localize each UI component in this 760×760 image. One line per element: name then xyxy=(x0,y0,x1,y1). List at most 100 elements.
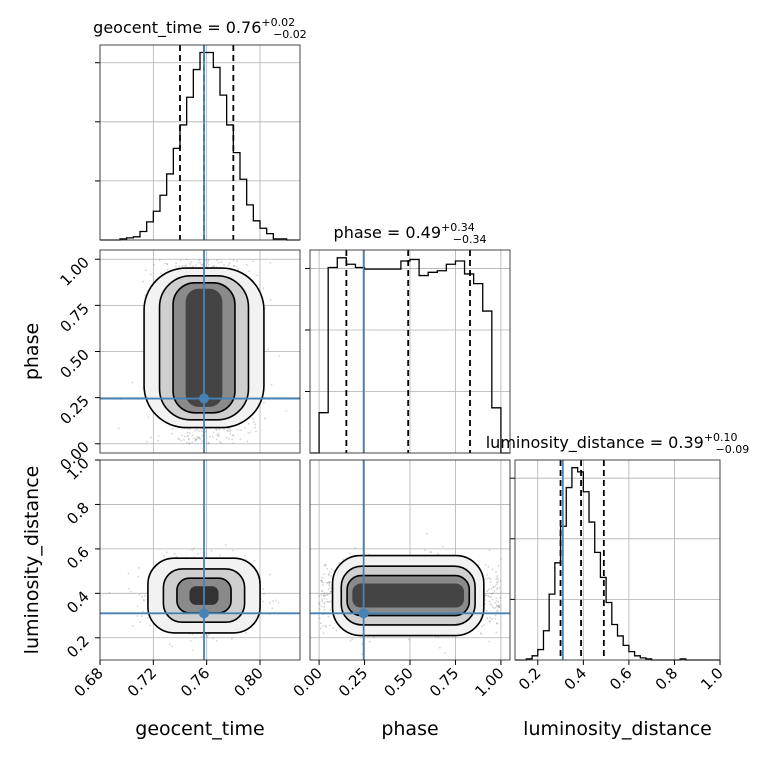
scatter-point xyxy=(131,624,134,627)
scatter-point xyxy=(231,438,233,441)
scatter-point xyxy=(328,600,331,603)
scatter-point xyxy=(349,639,352,642)
scatter-point xyxy=(225,436,228,439)
scatter-point xyxy=(424,549,426,551)
scatter-point xyxy=(233,264,236,267)
scatter-point xyxy=(497,564,500,567)
scatter-point xyxy=(443,652,446,654)
truth-marker xyxy=(199,393,209,404)
scatter-point xyxy=(217,261,220,264)
scatter-point xyxy=(212,431,215,434)
scatter-point xyxy=(494,585,497,588)
scatter-point xyxy=(328,581,331,583)
scatter-point xyxy=(153,263,155,266)
scatter-point xyxy=(219,554,222,556)
scatter-point xyxy=(324,624,327,627)
scatter-point xyxy=(480,625,483,627)
scatter-point xyxy=(322,581,325,584)
scatter-point xyxy=(138,621,141,623)
panel-content xyxy=(100,250,300,453)
scatter-point xyxy=(495,604,498,607)
scatter-point xyxy=(215,438,218,441)
scatter-point xyxy=(246,440,249,443)
scatter-point xyxy=(143,598,145,601)
scatter-point xyxy=(229,427,232,430)
scatter-point xyxy=(186,435,188,438)
scatter-point xyxy=(274,599,277,602)
scatter-point xyxy=(232,442,235,445)
scatter-point xyxy=(184,265,187,268)
hist-panel-phase: phase = 0.49+0.34 −0.34 xyxy=(305,221,511,454)
scatter-point xyxy=(495,578,498,581)
scatter-point xyxy=(494,617,497,620)
scatter-point xyxy=(254,426,256,429)
scatter-point xyxy=(321,590,323,593)
scatter-point xyxy=(220,261,223,264)
scatter-point xyxy=(354,547,357,550)
scatter-point xyxy=(499,558,502,560)
scatter-point xyxy=(181,264,184,267)
scatter-point xyxy=(496,609,499,612)
scatter-point xyxy=(245,631,247,634)
scatter-point xyxy=(487,565,490,568)
scatter-point xyxy=(191,434,194,437)
scatter-point xyxy=(323,564,326,567)
x-tick-label: 0.68 xyxy=(70,664,106,700)
scatter-point xyxy=(137,575,140,578)
scatter-point xyxy=(136,615,139,617)
scatter-point xyxy=(323,594,326,597)
scatter-point xyxy=(171,427,174,430)
scatter-point xyxy=(499,580,502,582)
scatter-point xyxy=(278,355,281,358)
scatter-point xyxy=(335,629,338,632)
scatter-point xyxy=(201,264,203,266)
scatter-point xyxy=(360,643,363,645)
scatter-point xyxy=(496,605,499,607)
truth-marker xyxy=(358,608,369,619)
scatter-point xyxy=(332,627,335,629)
scatter-point xyxy=(323,605,326,608)
scatter-point xyxy=(323,592,326,595)
scatter-point xyxy=(330,600,332,603)
scatter-point xyxy=(351,638,354,641)
scatter-point xyxy=(324,594,327,597)
scatter-point xyxy=(183,438,185,441)
scatter-point xyxy=(140,615,143,617)
scatter-point xyxy=(498,605,500,608)
scatter-point xyxy=(328,571,331,574)
x-axis-label: geocent_time xyxy=(135,718,264,740)
scatter-point xyxy=(201,440,204,443)
scatter-point xyxy=(187,434,190,437)
scatter-point xyxy=(491,605,494,608)
scatter-point xyxy=(207,261,209,264)
scatter-point xyxy=(159,272,162,274)
scatter-point xyxy=(322,632,325,635)
scatter-point xyxy=(322,592,325,595)
density-level-3 xyxy=(352,583,465,608)
scatter-point xyxy=(323,594,326,596)
scatter-point xyxy=(206,636,209,638)
panel-content xyxy=(310,460,510,660)
scatter-point xyxy=(495,631,498,634)
scatter-point xyxy=(320,579,323,582)
scatter-point xyxy=(368,640,371,643)
scatter-point xyxy=(236,260,239,263)
scatter-point xyxy=(324,563,327,566)
scatter-point xyxy=(196,437,199,439)
y-tick-label: 0.75 xyxy=(56,299,92,335)
scatter-point xyxy=(175,555,178,558)
scatter-point xyxy=(267,348,269,351)
x-axis-label: phase xyxy=(381,718,438,740)
scatter-point xyxy=(175,262,178,265)
x-tick-label: 0.2 xyxy=(515,664,545,694)
scatter-point xyxy=(326,593,329,596)
scatter-point xyxy=(328,581,330,584)
scatter-point xyxy=(326,600,328,603)
scatter-point xyxy=(188,438,190,441)
scatter-point xyxy=(493,607,496,610)
scatter-point xyxy=(185,258,188,261)
histogram-geocent_time xyxy=(100,51,300,241)
scatter-point xyxy=(323,601,326,604)
scatter-point xyxy=(183,435,186,438)
panel-content xyxy=(100,460,300,660)
